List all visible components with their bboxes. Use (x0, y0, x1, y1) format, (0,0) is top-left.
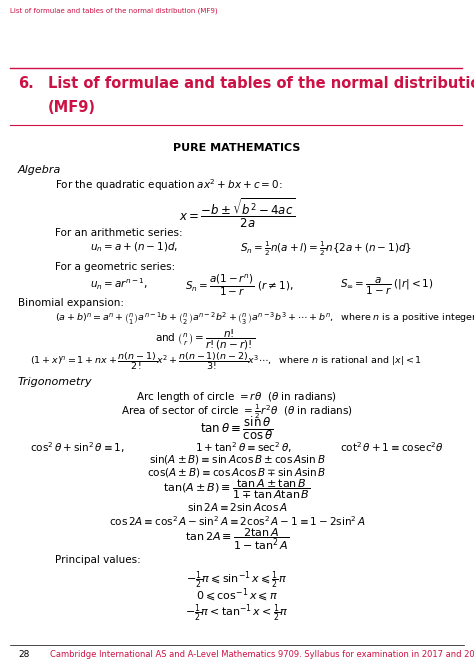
Text: (MF9): (MF9) (48, 100, 96, 115)
Text: $\sin(A \pm B) \equiv \sin A\cos B \pm \cos A\sin B$: $\sin(A \pm B) \equiv \sin A\cos B \pm \… (149, 453, 325, 466)
Text: $S_n = \frac{1}{2}n(a+l) = \frac{1}{2}n\{2a + (n-1)d\}$: $S_n = \frac{1}{2}n(a+l) = \frac{1}{2}n\… (240, 240, 412, 259)
Text: $-\frac{1}{2}\pi < \tan^{-1}x < \frac{1}{2}\pi$: $-\frac{1}{2}\pi < \tan^{-1}x < \frac{1}… (185, 603, 289, 624)
Text: $S_n = \dfrac{a(1-r^n)}{1-r}\ (r \neq 1),$: $S_n = \dfrac{a(1-r^n)}{1-r}\ (r \neq 1)… (185, 272, 293, 297)
Text: For a geometric series:: For a geometric series: (55, 262, 175, 272)
Text: $x = \dfrac{-b \pm \sqrt{b^2 - 4ac}}{2a}$: $x = \dfrac{-b \pm \sqrt{b^2 - 4ac}}{2a}… (179, 197, 295, 230)
Text: $0 \leqslant \cos^{-1}x \leqslant \pi$: $0 \leqslant \cos^{-1}x \leqslant \pi$ (196, 587, 278, 604)
Text: Binomial expansion:: Binomial expansion: (18, 298, 124, 308)
Text: Cambridge International AS and A-Level Mathematics 9709. Syllabus for examinatio: Cambridge International AS and A-Level M… (50, 650, 474, 659)
Text: $(a+b)^n = a^n + \binom{n}{1}a^{n-1}b + \binom{n}{2}a^{n-2}b^2 + \binom{n}{3}a^{: $(a+b)^n = a^n + \binom{n}{1}a^{n-1}b + … (55, 310, 474, 327)
Text: Algebra: Algebra (18, 165, 61, 175)
Text: For the quadratic equation $ax^2 + bx + c = 0$:: For the quadratic equation $ax^2 + bx + … (55, 177, 283, 193)
Text: List of formulae and tables of the normal distribution (MF9): List of formulae and tables of the norma… (10, 8, 218, 15)
Text: $\sin 2A \equiv 2\sin A\cos A$: $\sin 2A \equiv 2\sin A\cos A$ (187, 501, 287, 513)
Text: $(1+x)^n = 1 + nx + \dfrac{n(n-1)}{2!}x^2 + \dfrac{n(n-1)(n-2)}{3!}x^3 \cdots,$ : $(1+x)^n = 1 + nx + \dfrac{n(n-1)}{2!}x^… (30, 350, 422, 372)
Text: and $\binom{n}{r} = \dfrac{n!}{r!(n-r)!}$: and $\binom{n}{r} = \dfrac{n!}{r!(n-r)!}… (155, 328, 255, 352)
Text: $S_\infty = \dfrac{a}{1-r}\ (|r| < 1)$: $S_\infty = \dfrac{a}{1-r}\ (|r| < 1)$ (340, 276, 434, 297)
Text: $u_n = ar^{n-1},$: $u_n = ar^{n-1},$ (90, 276, 148, 291)
Text: Trigonometry: Trigonometry (18, 377, 92, 387)
Text: List of formulae and tables of the normal distribution: List of formulae and tables of the norma… (48, 76, 474, 91)
Text: For an arithmetic series:: For an arithmetic series: (55, 228, 182, 238)
Text: PURE MATHEMATICS: PURE MATHEMATICS (173, 143, 301, 153)
Text: $\cos^2\theta + \sin^2\theta \equiv 1,$: $\cos^2\theta + \sin^2\theta \equiv 1,$ (30, 440, 125, 455)
Text: 6.: 6. (18, 76, 34, 91)
Text: 28: 28 (18, 650, 29, 659)
Text: $\cos 2A \equiv \cos^2 A - \sin^2 A \equiv 2\cos^2 A - 1 \equiv 1 - 2\sin^2 A$: $\cos 2A \equiv \cos^2 A - \sin^2 A \equ… (109, 514, 365, 528)
Text: $\cot^2\theta + 1 \equiv \mathrm{cosec}^2\theta$: $\cot^2\theta + 1 \equiv \mathrm{cosec}^… (340, 440, 444, 454)
Text: $\cos(A \pm B) \equiv \cos A\cos B \mp \sin A\sin B$: $\cos(A \pm B) \equiv \cos A\cos B \mp \… (147, 466, 327, 479)
Text: $\tan(A \pm B) \equiv \dfrac{\tan A \pm \tan B}{1 \mp \tan A\tan B}$: $\tan(A \pm B) \equiv \dfrac{\tan A \pm … (163, 478, 311, 501)
Text: Area of sector of circle $= \frac{1}{2}r^2\theta$  ($\theta$ in radians): Area of sector of circle $= \frac{1}{2}r… (121, 403, 353, 421)
Text: $\tan 2A \equiv \dfrac{2\tan A}{1 - \tan^2 A}$: $\tan 2A \equiv \dfrac{2\tan A}{1 - \tan… (185, 527, 289, 552)
Text: Principal values:: Principal values: (55, 555, 141, 565)
Text: $-\frac{1}{2}\pi \leqslant \sin^{-1}x \leqslant \frac{1}{2}\pi$: $-\frac{1}{2}\pi \leqslant \sin^{-1}x \l… (186, 570, 288, 592)
Text: $u_n = a + (n-1)d,$: $u_n = a + (n-1)d,$ (90, 240, 178, 254)
Text: Arc length of circle $= r\theta$  ($\theta$ in radians): Arc length of circle $= r\theta$ ($\thet… (137, 390, 337, 404)
Text: $1 + \tan^2\theta \equiv \sec^2\theta,$: $1 + \tan^2\theta \equiv \sec^2\theta,$ (195, 440, 292, 455)
Text: $\tan\theta \equiv \dfrac{\sin\theta}{\cos\theta}$: $\tan\theta \equiv \dfrac{\sin\theta}{\c… (200, 415, 274, 442)
